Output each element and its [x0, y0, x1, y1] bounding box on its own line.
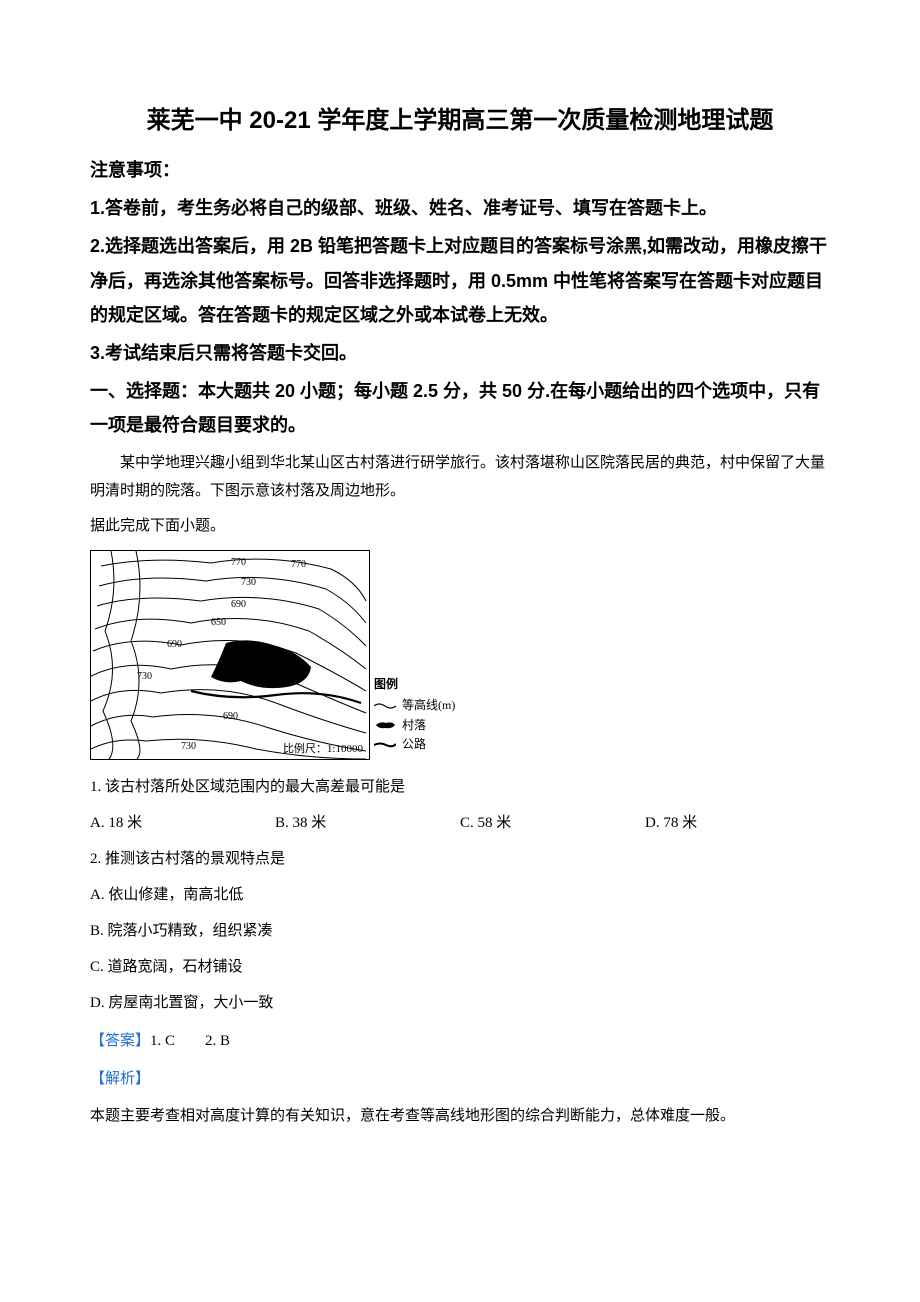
contour-icon — [374, 702, 396, 710]
q1-opt-d: D. 78 米 — [645, 808, 830, 838]
q1-opt-b: B. 38 米 — [275, 808, 460, 838]
analysis-text: 本题主要考查相对高度计算的有关知识，意在考查等高线地形图的综合判断能力，总体难度… — [90, 1100, 830, 1133]
contour-label: 690 — [223, 711, 238, 722]
contour-label: 770 — [291, 559, 306, 570]
map-legend: 图例 等高线(m) 村落 公路 — [374, 675, 455, 754]
legend-row-village: 村落 — [374, 716, 455, 735]
notice-3: 3.考试结束后只需将答题卡交回。 — [90, 336, 830, 370]
legend-row-contour: 等高线(m) — [374, 696, 455, 715]
q2-stem: 2. 推测该古村落的景观特点是 — [90, 844, 830, 874]
notice-header: 注意事项： — [90, 153, 830, 187]
contour-figure: 770 770 730 690 650 690 730 690 730 比例尺：… — [90, 550, 830, 760]
passage-1: 某中学地理兴趣小组到华北某山区古村落进行研学旅行。该村落堪称山区院落民居的典范，… — [90, 449, 830, 506]
legend-row-road: 公路 — [374, 735, 455, 754]
village-shape — [211, 640, 311, 688]
answer-line: 【答案】1. C 2. B — [90, 1026, 830, 1056]
contour-label: 690 — [231, 599, 246, 610]
road-icon — [374, 740, 396, 748]
q2-opt-d: D. 房屋南北置窗，大小一致 — [90, 988, 830, 1018]
analysis-label: 【解析】 — [90, 1064, 830, 1094]
road-path — [191, 691, 361, 703]
contour-svg — [91, 551, 369, 759]
q1-opt-a: A. 18 米 — [90, 808, 275, 838]
contour-map: 770 770 730 690 650 690 730 690 730 比例尺：… — [90, 550, 370, 760]
legend-label: 等高线(m) — [402, 696, 455, 715]
contour-label: 730 — [181, 741, 196, 752]
answer-label: 【答案】 — [90, 1033, 150, 1049]
q1-options: A. 18 米 B. 38 米 C. 58 米 D. 78 米 — [90, 808, 830, 838]
contour-label: 730 — [137, 671, 152, 682]
q1-opt-c: C. 58 米 — [460, 808, 645, 838]
passage-lead: 据此完成下面小题。 — [90, 512, 830, 541]
legend-label: 村落 — [402, 716, 426, 735]
legend-label: 公路 — [402, 735, 426, 754]
q1-stem: 1. 该古村落所处区域范围内的最大高差最可能是 — [90, 772, 830, 802]
answer-text: 1. C 2. B — [150, 1033, 230, 1049]
notice-2: 2.选择题选出答案后，用 2B 铅笔把答题卡上对应题目的答案标号涂黑,如需改动，… — [90, 229, 830, 332]
village-icon — [374, 720, 396, 730]
q2-opt-b: B. 院落小巧精致，组织紧凑 — [90, 916, 830, 946]
q2-opt-a: A. 依山修建，南高北低 — [90, 880, 830, 910]
legend-title: 图例 — [374, 675, 455, 694]
q2-opt-c: C. 道路宽阔，石材铺设 — [90, 952, 830, 982]
contour-label: 730 — [241, 577, 256, 588]
notice-1: 1.答卷前，考生务必将自己的级部、班级、姓名、准考证号、填写在答题卡上。 — [90, 191, 830, 225]
part1-header: 一、选择题：本大题共 20 小题；每小题 2.5 分，共 50 分.在每小题给出… — [90, 374, 830, 442]
contour-label: 690 — [167, 639, 182, 650]
exam-title: 莱芜一中 20-21 学年度上学期高三第一次质量检测地理试题 — [90, 100, 830, 135]
scale-label: 比例尺：1:10000 — [283, 740, 363, 756]
contour-label: 650 — [211, 617, 226, 628]
contour-label: 770 — [231, 557, 246, 568]
